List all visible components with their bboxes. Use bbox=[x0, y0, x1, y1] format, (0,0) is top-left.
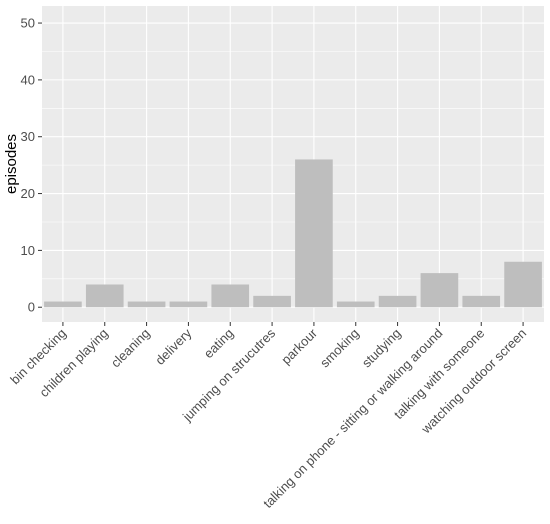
bars-group bbox=[44, 159, 542, 308]
y-tick-label: 30 bbox=[21, 129, 35, 144]
x-tick-label: delivery bbox=[152, 325, 195, 368]
y-axis-ticks bbox=[38, 22, 42, 308]
y-axis-tick-labels: 0 10 20 30 40 50 bbox=[21, 16, 35, 315]
x-tick-label: parkour bbox=[278, 325, 320, 367]
y-tick-label: 10 bbox=[21, 243, 35, 258]
grid-major-y-lines bbox=[42, 22, 544, 308]
bar bbox=[378, 295, 417, 308]
bar bbox=[295, 159, 333, 308]
bar bbox=[44, 301, 82, 308]
x-tick-label: cleaning bbox=[108, 326, 153, 371]
bar bbox=[169, 301, 208, 308]
bar bbox=[336, 301, 375, 308]
grid-minor-lines bbox=[42, 51, 544, 280]
bar bbox=[253, 295, 291, 308]
y-axis-title: episodes bbox=[3, 134, 20, 194]
x-tick-label: smoking bbox=[317, 326, 362, 371]
y-tick-label: 0 bbox=[28, 300, 35, 315]
y-tick-label: 50 bbox=[21, 16, 35, 31]
bar bbox=[127, 301, 166, 308]
bar bbox=[420, 273, 459, 308]
x-axis-ticks bbox=[62, 322, 524, 326]
plot-panel-background bbox=[42, 6, 544, 322]
bar bbox=[504, 261, 542, 308]
y-tick-label: 20 bbox=[21, 186, 35, 201]
x-tick-label: eating bbox=[201, 326, 237, 362]
bar bbox=[211, 284, 250, 308]
bar bbox=[85, 284, 124, 308]
bar bbox=[462, 295, 501, 308]
y-tick-label: 40 bbox=[21, 72, 35, 87]
